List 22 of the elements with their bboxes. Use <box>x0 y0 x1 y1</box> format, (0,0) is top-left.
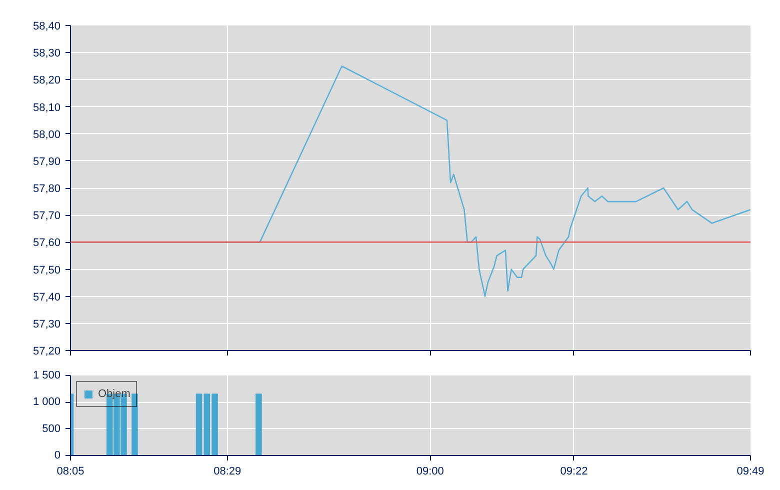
y-tick-label: 57,90 <box>32 156 61 168</box>
y-tick-label: 57,30 <box>32 318 61 330</box>
y-tick-label: 58,00 <box>32 128 61 141</box>
y-tick-label: 1 500 <box>32 370 61 382</box>
y-tick-label: 57,20 <box>32 346 61 358</box>
y-tick-label: 57,70 <box>32 210 61 222</box>
y-tick-label: 58,30 <box>32 48 61 60</box>
y-tick-label: 1 000 <box>32 396 61 408</box>
y-tick-label: 58,40 <box>32 20 61 32</box>
x-tick-label: 08:29 <box>214 466 242 478</box>
y-tick-label: 58,20 <box>32 74 61 87</box>
x-tick-label: 09:49 <box>736 466 764 478</box>
x-tick-label: 08:05 <box>56 466 84 478</box>
y-tick-label: 57,60 <box>32 237 61 250</box>
y-tick-label: 57,50 <box>32 264 61 276</box>
y-tick-label: 57,80 <box>32 183 61 195</box>
y-tick-label: 0 <box>54 450 61 462</box>
x-tick-label: 09:22 <box>560 466 588 478</box>
y-tick-label: 58,10 <box>32 102 61 114</box>
y-tick-label: 57,40 <box>32 291 61 304</box>
x-tick-label: 09:00 <box>416 466 444 478</box>
y-tick-label: 500 <box>42 422 61 435</box>
